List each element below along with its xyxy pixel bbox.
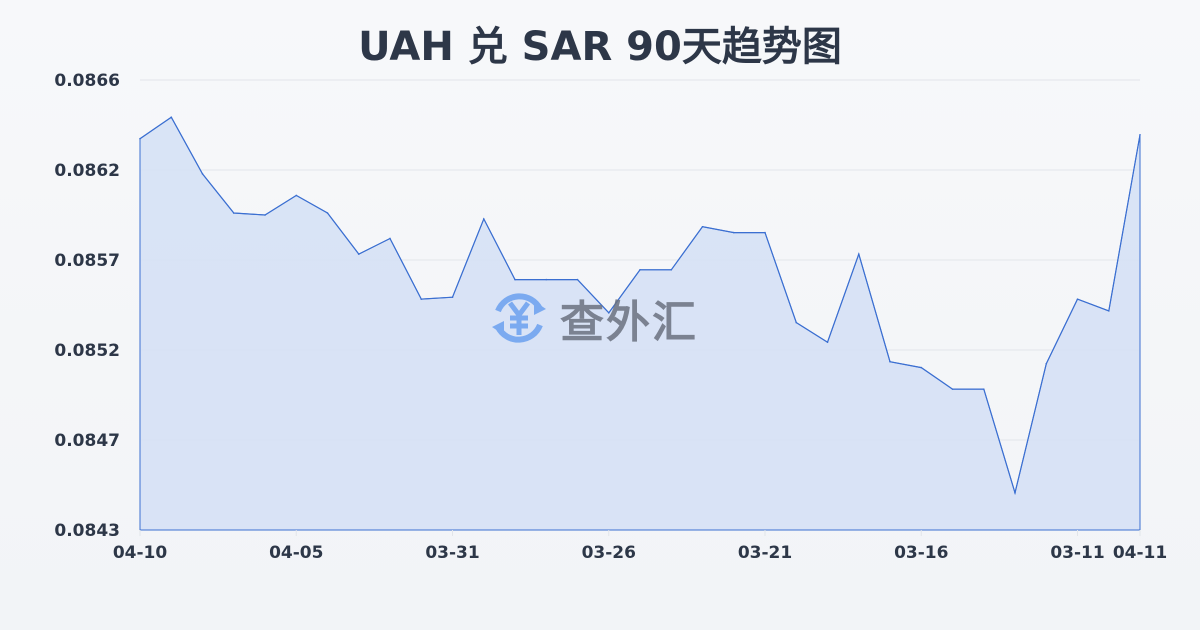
x-tick-label: 03-11 — [1050, 543, 1104, 563]
data-point — [920, 366, 923, 369]
x-tick-label: 03-16 — [894, 543, 948, 563]
x-tick-label: 04-11 — [1113, 543, 1167, 563]
data-point — [514, 278, 516, 281]
data-point — [451, 296, 454, 298]
data-point — [1107, 310, 1110, 312]
data-point — [295, 194, 298, 197]
x-tick-label: 03-26 — [582, 543, 636, 563]
x-tick-label: 03-21 — [738, 543, 792, 563]
data-point — [826, 341, 829, 343]
data-point — [951, 388, 954, 390]
data-point — [545, 278, 548, 281]
x-axis-ticks: 04-10 04-05 03-31 03-26 03-21 03-16 03-11 04-11 — [113, 530, 1167, 563]
data-point — [1045, 362, 1048, 365]
watermark: 查外汇 — [488, 286, 698, 350]
data-point — [1139, 133, 1141, 136]
data-point — [170, 116, 173, 118]
data-point — [1076, 298, 1079, 300]
x-tick-label: 04-05 — [269, 543, 323, 563]
data-point — [857, 253, 860, 255]
yen-exchange-icon — [492, 293, 546, 343]
data-point — [764, 231, 766, 234]
data-point — [201, 173, 204, 175]
x-tick-label: 04-10 — [113, 543, 168, 563]
y-tick-label: 0.0852 — [54, 341, 120, 361]
y-tick-label: 0.0862 — [54, 161, 120, 181]
data-point — [889, 360, 891, 363]
x-tick-label: 03-31 — [425, 543, 479, 563]
data-point — [576, 278, 579, 281]
y-tick-label: 0.0843 — [54, 521, 120, 541]
data-point — [357, 253, 360, 255]
y-tick-label: 0.0866 — [54, 71, 120, 91]
data-point — [482, 218, 485, 220]
data-point — [1014, 492, 1016, 494]
data-point — [701, 225, 704, 228]
y-axis-ticks: 0.0866 0.0862 0.0857 0.0852 0.0847 0.0843 — [54, 71, 120, 541]
data-point — [139, 137, 141, 140]
data-point — [670, 268, 673, 271]
y-tick-label: 0.0847 — [54, 431, 120, 451]
data-point — [795, 321, 798, 324]
watermark-text: 查外汇 — [560, 297, 698, 348]
y-tick-label: 0.0857 — [54, 251, 120, 271]
data-point — [732, 231, 735, 234]
chart-title: UAH 兑 SAR 90天趋势图 — [358, 24, 842, 70]
data-point — [389, 237, 391, 240]
data-point — [232, 212, 235, 214]
data-point — [264, 214, 266, 216]
data-point — [982, 388, 985, 390]
data-point — [639, 268, 641, 271]
data-point — [326, 212, 329, 214]
data-points — [139, 116, 1141, 494]
data-point — [420, 298, 423, 300]
data-point — [607, 312, 610, 314]
